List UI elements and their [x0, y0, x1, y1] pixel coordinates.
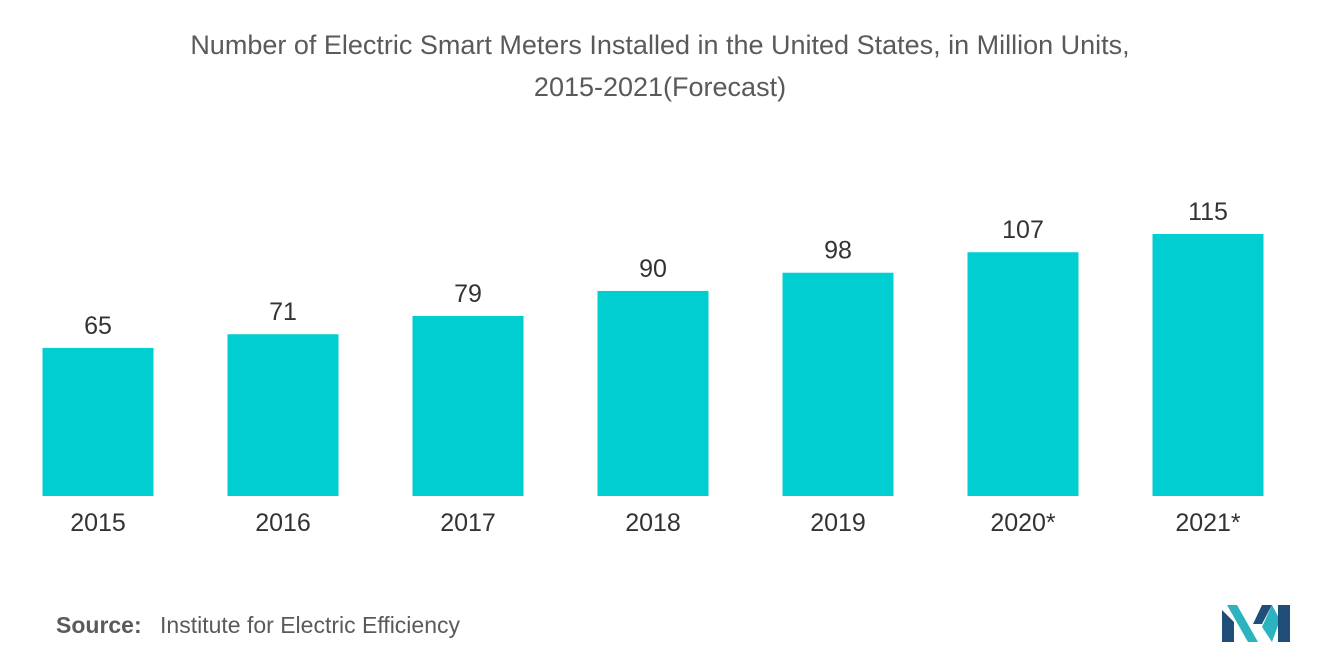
source-label: Source: [56, 612, 142, 638]
x-tick-label: 2019 [810, 509, 866, 537]
data-label: 65 [84, 312, 112, 340]
bar-2015 [42, 347, 154, 496]
x-tick-label: 2017 [440, 509, 496, 537]
x-tick-label: 2018 [625, 509, 681, 537]
chart-title: Number of Electric Smart Meters Installe… [0, 24, 1320, 108]
bar-2018 [597, 290, 709, 496]
chart-subtitle: 2015-2021(Forecast) [533, 72, 787, 102]
data-label: 115 [1188, 198, 1228, 226]
bar-2020-forecast [967, 252, 1079, 496]
x-tick-label: 2016 [255, 509, 311, 537]
mordor-logo-icon [1222, 605, 1290, 642]
data-label: 98 [824, 237, 852, 265]
source-text: Institute for Electric Efficiency [160, 612, 460, 638]
bar-2019 [782, 272, 894, 496]
x-tick-label: 2015 [70, 509, 126, 537]
data-label: 107 [1002, 216, 1044, 244]
x-tick-label: 2021* [1175, 509, 1241, 537]
source-note: Source: Institute for Electric Efficienc… [56, 612, 460, 639]
data-label: 71 [269, 298, 297, 326]
chart-title-line: Number of Electric Smart Meters Installe… [190, 30, 1130, 60]
bar-2021-forecast [1152, 234, 1264, 496]
bar-2016 [227, 334, 339, 496]
x-tick-label: 2020* [990, 509, 1056, 537]
bar-2017 [412, 316, 524, 496]
data-label: 79 [454, 280, 482, 308]
data-label: 90 [639, 255, 667, 283]
